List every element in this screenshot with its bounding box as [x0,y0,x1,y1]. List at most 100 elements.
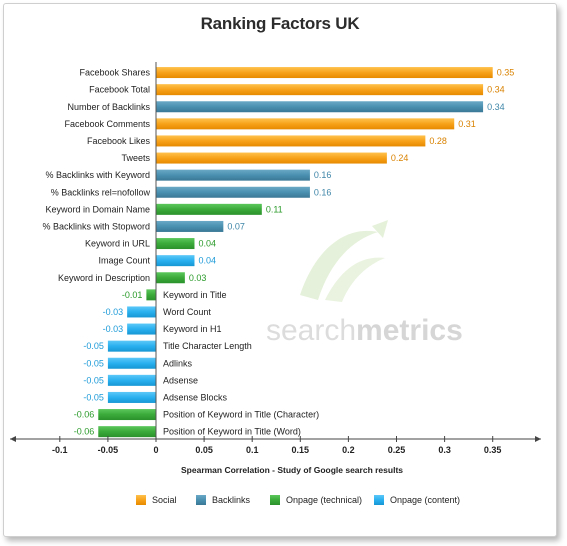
category-label: % Backlinks rel=nofollow [51,187,151,197]
value-label: -0.05 [83,392,104,402]
bar-row: Adsense Blocks -0.05 [83,391,228,403]
value-label: 0.28 [429,136,447,146]
x-tick-label: -0.1 [52,445,68,455]
bar-row: % Backlinks with Stopword 0.07 [42,220,245,232]
value-label: 0.16 [314,187,332,197]
bar [156,84,484,96]
bar [156,118,455,130]
bar [156,135,426,147]
legend-swatch [374,495,384,505]
bar [156,186,310,198]
category-label: Facebook Total [89,85,150,95]
x-axis-title: Spearman Correlation - Study of Google s… [181,465,403,475]
bar [107,374,156,386]
category-label: Position of Keyword in Title (Word) [163,427,301,437]
value-label: 0.31 [458,119,476,129]
bar [127,323,156,335]
bar-row: Word Count -0.03 [103,306,211,318]
category-label: Facebook Comments [64,119,150,129]
bar [107,340,156,352]
value-label: -0.06 [74,427,95,437]
x-tick-label: -0.05 [98,445,119,455]
value-label: 0.35 [497,68,515,78]
bar [156,220,224,232]
value-label: 0.04 [198,256,216,266]
x-tick-label: 0.05 [195,445,213,455]
legend-label: Onpage (technical) [286,495,362,505]
watermark-text-part2: metrics [356,314,463,347]
axis-arrow-right-icon [535,436,541,442]
bar-row: Tweets 0.24 [121,152,409,164]
x-tick-label: 0.2 [342,445,355,455]
bar-row: Facebook Likes 0.28 [87,135,447,147]
value-label: -0.03 [103,324,124,334]
value-label: -0.06 [74,410,95,420]
bar [156,203,262,215]
value-label: -0.05 [83,358,104,368]
searchmetrics-watermark: searchmetrics [266,220,463,347]
legend-label: Onpage (content) [390,495,460,505]
value-label: 0.04 [198,239,216,249]
value-label: 0.11 [266,204,283,214]
bar-row: Keyword in Description 0.03 [58,272,206,284]
bar-row: Image Count 0.04 [98,255,216,267]
axis-arrow-left-icon [10,436,16,442]
legend: Social Backlinks Onpage (technical) Onpage … [136,495,460,505]
bar-row: Position of Keyword in Title (Word) -0.06 [74,426,301,438]
watermark-logo-icon [300,220,388,302]
category-label: Image Count [98,256,150,266]
category-label: Facebook Shares [79,68,150,78]
legend-swatch [270,495,280,505]
bar-row: Keyword in H1 -0.03 [103,323,222,335]
category-label: Adlinks [163,358,193,368]
category-label: Word Count [163,307,211,317]
bar [146,289,156,301]
value-label: 0.16 [314,170,332,180]
category-label: Keyword in Domain Name [45,204,150,214]
value-label: 0.07 [227,221,245,231]
bar [127,306,156,318]
bar [156,67,493,79]
x-tick-label: 0 [153,445,158,455]
category-label: Position of Keyword in Title (Character) [163,410,319,420]
bar-row: Number of Backlinks 0.34 [67,101,505,113]
value-label: 0.24 [391,153,409,163]
category-label: Keyword in Description [58,273,150,283]
value-label: 0.34 [487,102,505,112]
bar-row: Facebook Comments 0.31 [64,118,476,130]
x-tick-label: 0.15 [292,445,310,455]
bar [156,101,484,113]
value-label: -0.05 [83,341,104,351]
legend-label: Social [152,495,177,505]
value-label: -0.05 [83,375,104,385]
legend-item: Social [136,495,177,505]
bar-row: Keyword in Domain Name 0.11 [45,203,283,215]
bar-row: Keyword in Title -0.01 [122,289,227,301]
legend-item: Backlinks [196,495,251,505]
bar [107,391,156,403]
bar-row: Facebook Shares 0.35 [79,67,515,79]
bar-row: Adsense -0.05 [83,374,198,386]
x-tick-label: 0.35 [484,445,502,455]
legend-label: Backlinks [212,495,251,505]
category-label: Title Character Length [163,341,252,351]
legend-item: Onpage (content) [374,495,460,505]
category-label: Keyword in URL [85,239,150,249]
x-axis: -0.1 -0.05 0 0.05 0.1 0.15 0.2 0.25 0.3 0.35 [10,436,541,455]
bar [98,426,156,438]
category-label: % Backlinks with Stopword [42,221,150,231]
bar [98,409,156,421]
bar [156,238,195,250]
bar-row: Position of Keyword in Title (Character)… [74,409,319,421]
bar-row: Title Character Length -0.05 [83,340,252,352]
category-label: Adsense Blocks [163,392,228,402]
bar-row: Facebook Total 0.34 [89,84,505,96]
bar [156,152,387,164]
watermark-text-part1: search [266,314,356,347]
value-label: 0.34 [487,85,505,95]
svg-text:searchmetrics: searchmetrics [266,314,463,347]
bar [156,255,195,267]
bar-row: Adlinks -0.05 [83,357,193,369]
